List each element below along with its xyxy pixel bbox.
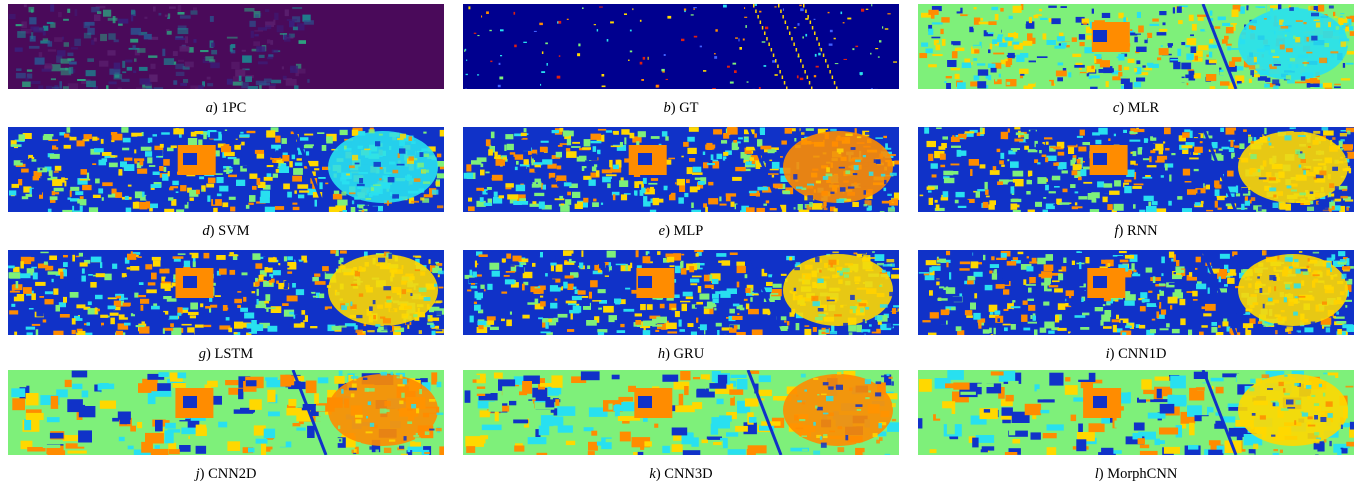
classification-map-l bbox=[918, 370, 1354, 455]
caption-method: MorphCNN bbox=[1107, 466, 1178, 482]
caption-letter: l bbox=[1094, 466, 1099, 482]
caption-l: l) MorphCNN bbox=[1094, 466, 1178, 482]
panel-b bbox=[463, 4, 899, 89]
panel-i bbox=[918, 250, 1354, 335]
caption-method: CNN1D bbox=[1118, 346, 1167, 362]
classification-map-d bbox=[8, 127, 444, 212]
classification-map-b bbox=[463, 4, 899, 89]
caption-letter: b bbox=[663, 100, 671, 116]
caption-method: LSTM bbox=[214, 346, 254, 362]
caption-e: e) MLP bbox=[658, 223, 704, 239]
classification-map-c bbox=[918, 4, 1354, 89]
caption-method: CNN2D bbox=[208, 466, 257, 482]
classification-map-a bbox=[8, 4, 444, 89]
caption-letter: a bbox=[205, 100, 213, 116]
panel-a bbox=[8, 4, 444, 89]
classification-map-f bbox=[918, 127, 1354, 212]
panel-h bbox=[463, 250, 899, 335]
panel-d bbox=[8, 127, 444, 212]
caption-letter: j bbox=[195, 466, 200, 482]
panel-e bbox=[463, 127, 899, 212]
classification-map-g bbox=[8, 250, 444, 335]
panel-c bbox=[918, 4, 1354, 89]
caption-h: h) GRU bbox=[657, 346, 705, 362]
caption-letter: i bbox=[1105, 346, 1110, 362]
caption-letter: c bbox=[1112, 100, 1120, 116]
caption-k: k) CNN3D bbox=[649, 466, 713, 482]
caption-letter: f bbox=[1114, 223, 1119, 239]
panel-l bbox=[918, 370, 1354, 455]
caption-method: RNN bbox=[1126, 223, 1158, 239]
caption-i: i) CNN1D bbox=[1105, 346, 1167, 362]
caption-b: b) GT bbox=[663, 100, 699, 116]
classification-map-h bbox=[463, 250, 899, 335]
caption-method: CNN3D bbox=[664, 466, 713, 482]
caption-letter: h bbox=[657, 346, 666, 362]
panel-j bbox=[8, 370, 444, 455]
caption-j: j) CNN2D bbox=[195, 466, 257, 482]
panel-g bbox=[8, 250, 444, 335]
caption-f: f) RNN bbox=[1114, 223, 1158, 239]
caption-method: 1PC bbox=[221, 100, 247, 116]
caption-g: g) LSTM bbox=[198, 346, 254, 362]
classification-map-i bbox=[918, 250, 1354, 335]
caption-method: GT bbox=[679, 100, 699, 116]
classification-map-k bbox=[463, 370, 899, 455]
classification-map-e bbox=[463, 127, 899, 212]
caption-method: GRU bbox=[673, 346, 705, 362]
caption-method: MLP bbox=[673, 223, 704, 239]
caption-letter: e bbox=[658, 223, 666, 239]
caption-letter: k bbox=[649, 466, 656, 482]
caption-method: SVM bbox=[218, 223, 250, 239]
caption-a: a) 1PC bbox=[205, 100, 247, 116]
caption-d: d) SVM bbox=[202, 223, 250, 239]
panel-k bbox=[463, 370, 899, 455]
panel-f bbox=[918, 127, 1354, 212]
caption-c: c) MLR bbox=[1112, 100, 1160, 116]
caption-letter: g bbox=[198, 346, 207, 362]
caption-method: MLR bbox=[1127, 100, 1160, 116]
caption-letter: d bbox=[202, 223, 210, 239]
classification-map-j bbox=[8, 370, 444, 455]
